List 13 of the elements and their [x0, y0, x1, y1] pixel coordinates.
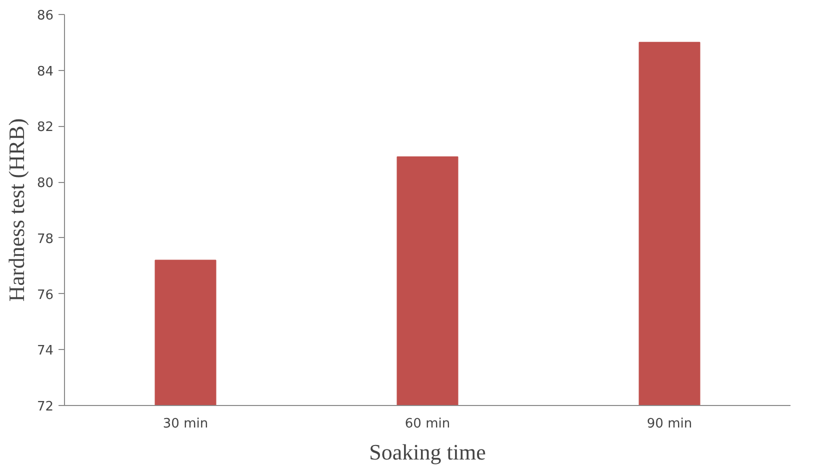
y-tick-label: 82: [36, 120, 54, 136]
y-tick-label: 80: [36, 176, 54, 192]
x-tick-label: 60 min: [404, 416, 450, 432]
x-tick-label: 90 min: [646, 416, 692, 432]
y-tick-label: 84: [36, 64, 54, 80]
x-axis-title: Soaking time: [369, 440, 486, 464]
y-tick-label: 74: [36, 344, 54, 359]
y-tick-label: 78: [36, 232, 54, 247]
y-axis-title: Hardness test (HRB): [4, 118, 29, 302]
y-tick-label: 76: [36, 288, 54, 303]
y-tick-label: 72: [36, 400, 54, 414]
x-tick-label: 30 min: [162, 416, 208, 432]
y-tick-label: 86: [36, 8, 54, 24]
